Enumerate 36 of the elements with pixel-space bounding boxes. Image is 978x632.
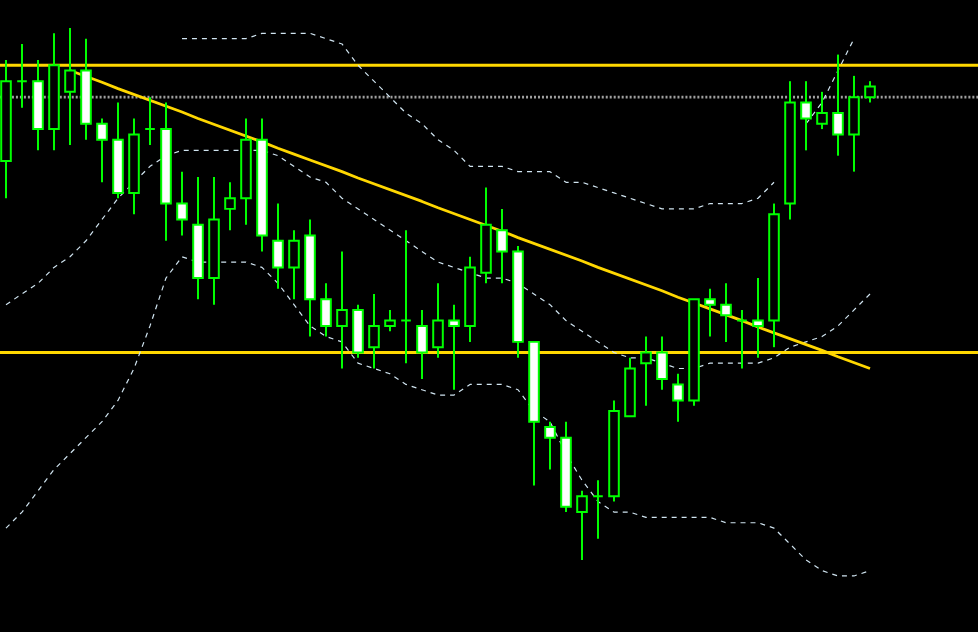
candlestick [320, 282, 332, 338]
candlestick [432, 282, 444, 359]
candlestick [64, 27, 76, 147]
candlestick [624, 356, 636, 418]
candlestick [32, 58, 44, 152]
candlestick [736, 308, 748, 370]
candlestick [400, 229, 412, 365]
candlestick [272, 202, 284, 290]
candlestick [720, 282, 732, 343]
candlestick [704, 287, 716, 338]
candlestick [96, 117, 108, 184]
candlestick [16, 42, 28, 109]
candlestick [656, 335, 668, 391]
candlestick [176, 170, 188, 237]
candlestick [832, 53, 844, 157]
candlestick [368, 293, 380, 370]
candlestick [800, 80, 812, 152]
candlestick [848, 74, 860, 173]
candlestick [480, 186, 492, 285]
candlestick [336, 250, 348, 370]
candlestick [544, 420, 556, 471]
candlestick [352, 303, 364, 359]
candlestick [144, 96, 156, 147]
candlestick [672, 372, 684, 423]
candlestick [864, 80, 876, 104]
candlestick [416, 308, 428, 381]
candlestick [752, 277, 764, 359]
candlestick [496, 207, 508, 285]
candlestick [816, 90, 828, 131]
candlestick [592, 479, 604, 540]
candlestick [384, 308, 396, 333]
candlestick [224, 181, 236, 232]
candlestick [448, 303, 460, 391]
candlestick [288, 229, 300, 301]
candlestick [640, 335, 652, 407]
candlestick [576, 489, 588, 561]
